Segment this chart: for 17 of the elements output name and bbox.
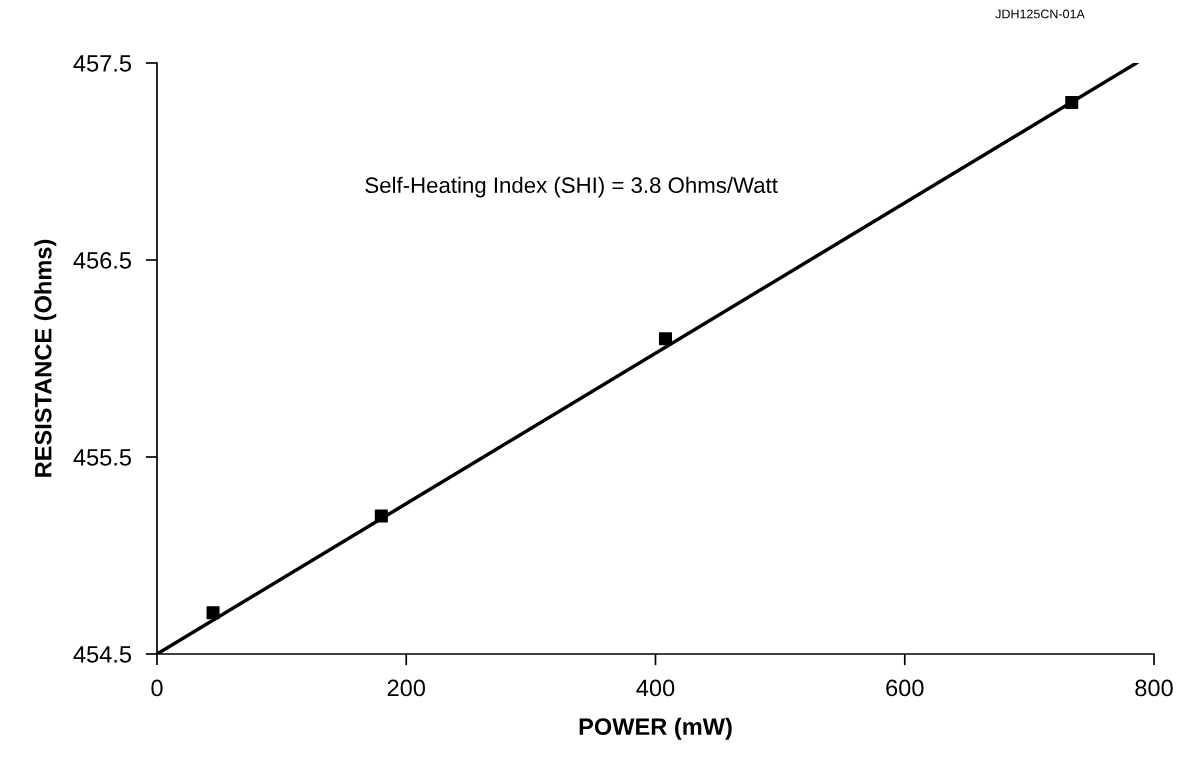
point bbox=[1065, 95, 1079, 109]
x-tick-label: 600 bbox=[886, 679, 924, 697]
x-tick-label: 800 bbox=[1135, 679, 1173, 697]
x-axis-title: POWER (mW) bbox=[579, 717, 732, 740]
y-axis-title: RESISTANCE (Ohms) bbox=[34, 239, 57, 477]
x-tick-label: 400 bbox=[636, 679, 675, 697]
y-tick-label: 455.5 bbox=[73, 449, 132, 466]
text: JDH125CN-01A bbox=[995, 9, 1085, 19]
x-tick-label: 200 bbox=[387, 679, 426, 697]
annotation: Self-Heating Index (SHI) = 3.8 Ohms/Watt bbox=[365, 176, 778, 198]
x-tick-label: 0 bbox=[151, 679, 163, 697]
y-tick-label: 457.5 bbox=[73, 55, 132, 72]
y-tick-label: 454.5 bbox=[73, 646, 132, 663]
point bbox=[658, 332, 672, 346]
point bbox=[374, 509, 388, 523]
point bbox=[206, 606, 220, 620]
y-tick-label: 456.5 bbox=[73, 252, 132, 269]
